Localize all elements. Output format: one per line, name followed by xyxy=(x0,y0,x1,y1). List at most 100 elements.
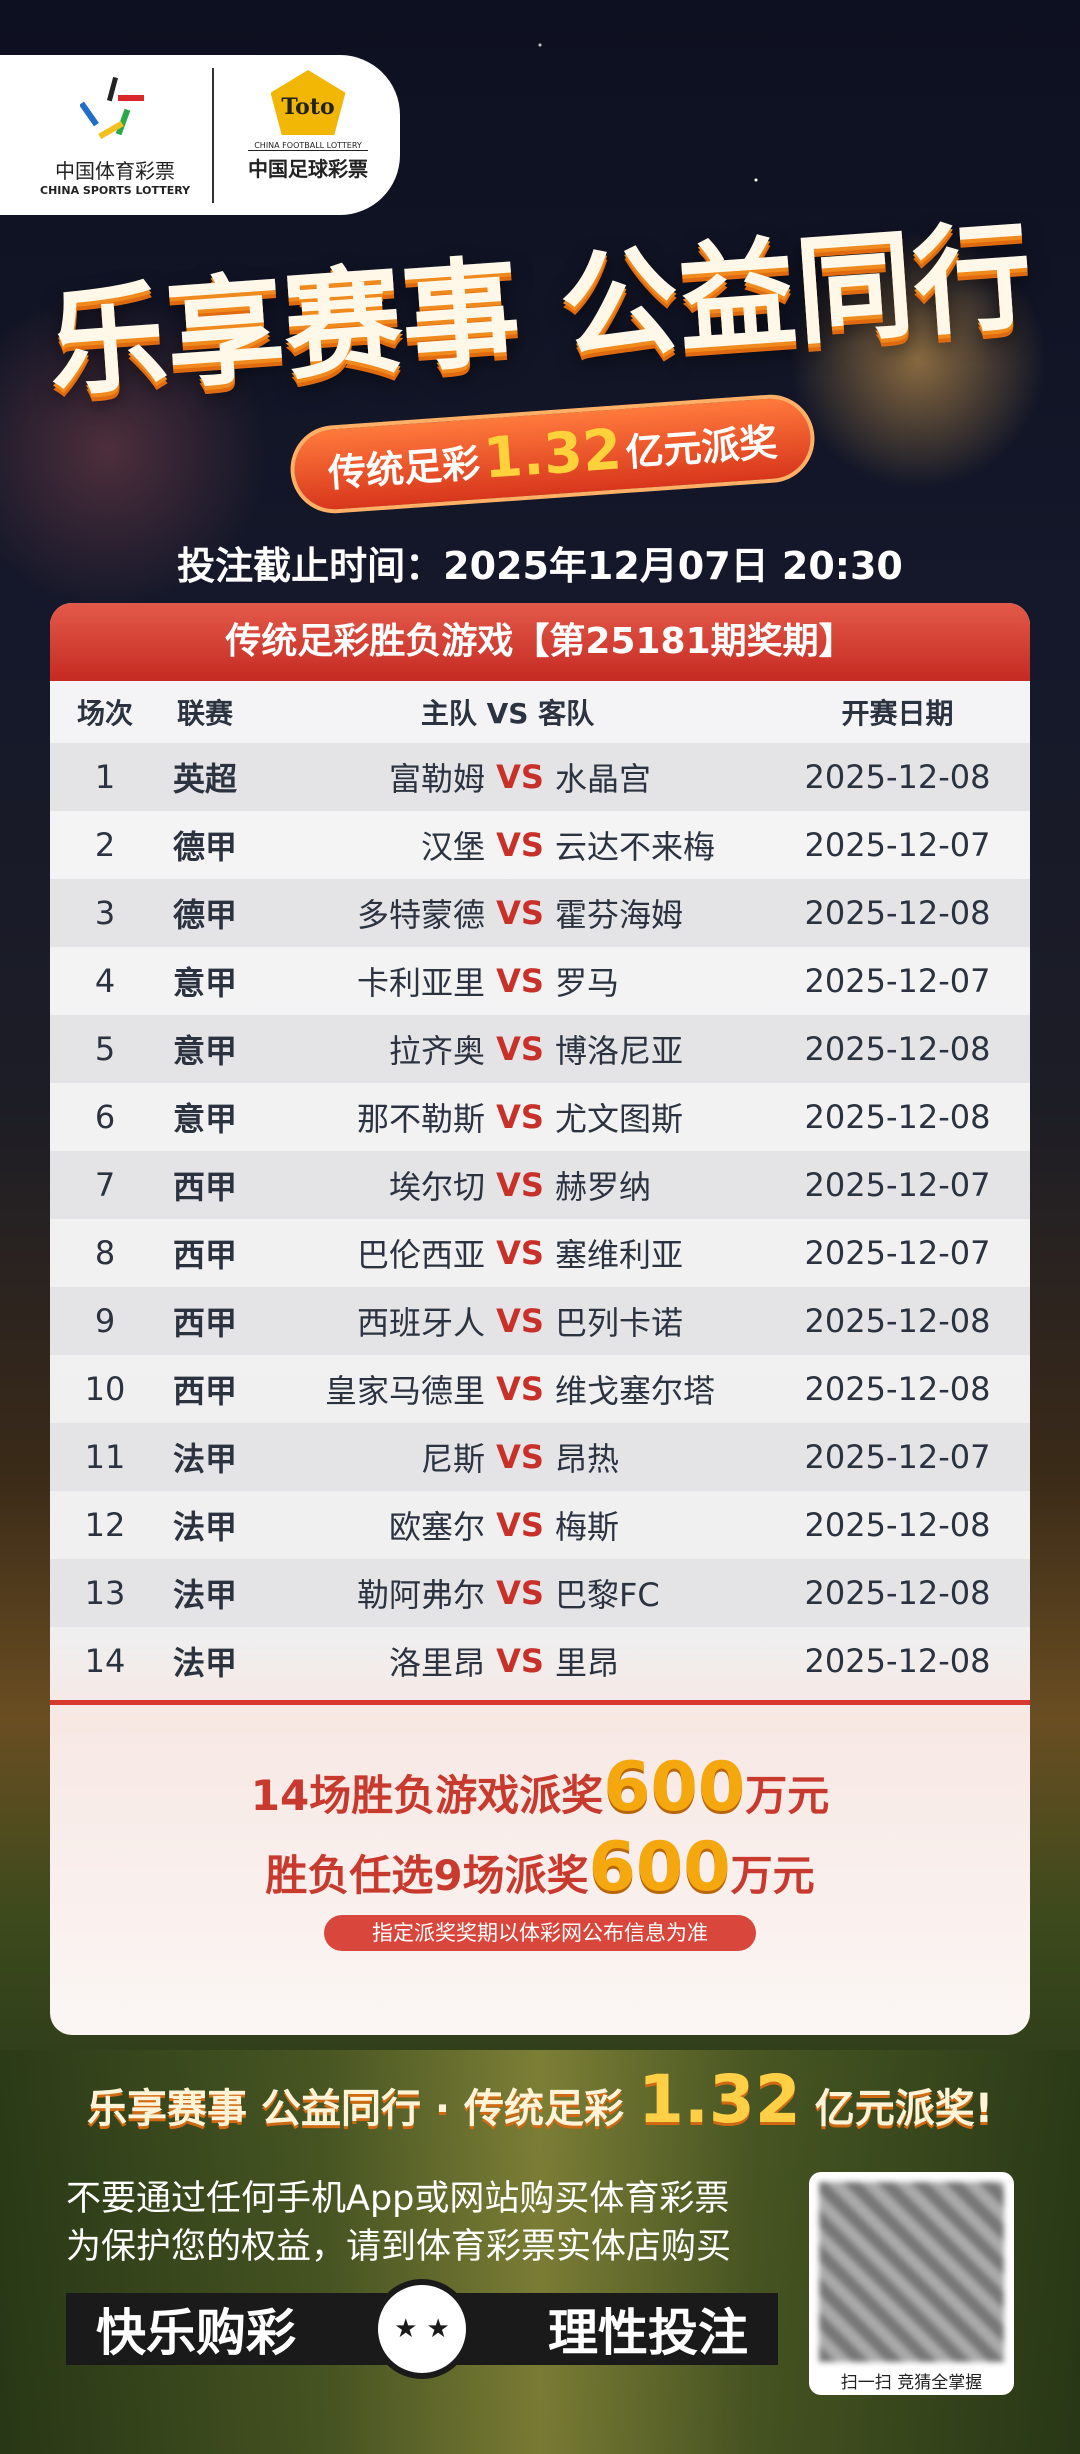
china-football-lottery-logo: Toto CHINA FOOTBALL LOTTERY 中国足球彩票 xyxy=(228,70,388,182)
cell-away: 梅斯 xyxy=(555,1508,620,1546)
vs-label: VS xyxy=(496,758,544,796)
smiley-icon: ★ ★ xyxy=(372,2279,472,2379)
table-row: 2 德甲 汉堡 VS 云达不来梅 2025-12-07 xyxy=(50,811,1030,879)
table-row: 4 意甲 卡利亚里 VS 罗马 2025-12-07 xyxy=(50,947,1030,1015)
cell-away: 塞维利亚 xyxy=(555,1236,684,1274)
cell-league: 德甲 xyxy=(172,896,237,934)
cell-no: 7 xyxy=(94,1166,116,1204)
cell-league: 意甲 xyxy=(172,1032,237,1070)
cell-away: 水晶宫 xyxy=(555,760,652,798)
vs-label: VS xyxy=(496,894,544,932)
cell-no: 2 xyxy=(94,826,116,864)
table-row: 6 意甲 那不勒斯 VS 尤文图斯 2025-12-08 xyxy=(50,1083,1030,1151)
cell-away: 赫罗纳 xyxy=(555,1168,652,1206)
warning-text: 不要通过任何手机App或网站购买体育彩票 为保护您的权益，请到体育彩票实体店购买 xyxy=(66,2179,732,2267)
cell-date: 2025-12-08 xyxy=(804,758,991,796)
cell-no: 4 xyxy=(94,962,116,1000)
cell-away: 罗马 xyxy=(555,964,620,1002)
cell-home: 多特蒙德 xyxy=(356,896,485,934)
cell-date: 2025-12-08 xyxy=(804,1098,991,1136)
fixtures-card: 传统足彩胜负游戏【第25181期奖期】 场次 联赛 主队 VS 客队 开赛日期 … xyxy=(50,603,1030,2035)
table-row: 7 西甲 埃尔切 VS 赫罗纳 2025-12-07 xyxy=(50,1151,1030,1219)
cell-date: 2025-12-08 xyxy=(804,894,991,932)
vs-label: VS xyxy=(496,1574,544,1612)
cell-date: 2025-12-08 xyxy=(804,1030,991,1068)
cell-away: 巴列卡诺 xyxy=(555,1304,684,1342)
cell-league: 法甲 xyxy=(172,1576,237,1614)
cell-away: 尤文图斯 xyxy=(555,1100,684,1138)
cell-away: 维戈塞尔塔 xyxy=(555,1372,716,1410)
cell-away: 云达不来梅 xyxy=(555,828,716,866)
logo-panel xyxy=(0,55,400,215)
cell-no: 11 xyxy=(84,1438,126,1476)
cell-no: 13 xyxy=(84,1574,126,1612)
cell-away: 昂热 xyxy=(555,1440,620,1478)
table-row: 1 英超 富勒姆 VS 水晶宫 2025-12-08 xyxy=(50,743,1030,811)
cell-date: 2025-12-07 xyxy=(804,1438,991,1476)
responsible-gaming-bar: 快乐购彩 ★ ★ 理性投注 xyxy=(66,2279,778,2379)
cell-date: 2025-12-07 xyxy=(804,1234,991,1272)
fixtures-list: 1 英超 富勒姆 VS 水晶宫 2025-12-08 2 德甲 汉堡 VS 云达不来梅 2025-12… xyxy=(50,743,1030,1695)
china-sports-lottery-logo: 中国体育彩票 CHINA SPORTS LOTTERY xyxy=(40,75,190,197)
cell-league: 西甲 xyxy=(172,1372,237,1410)
cell-away: 巴黎FC xyxy=(555,1576,660,1614)
logo-divider xyxy=(212,68,214,203)
cell-home: 卡利亚里 xyxy=(356,964,485,1002)
vs-label: VS xyxy=(496,1370,544,1408)
vs-label: VS xyxy=(496,1234,544,1272)
cell-no: 1 xyxy=(94,758,116,796)
vs-label: VS xyxy=(496,1506,544,1544)
cell-home: 西班牙人 xyxy=(356,1304,485,1342)
table-row: 8 西甲 巴伦西亚 VS 塞维利亚 2025-12-07 xyxy=(50,1219,1030,1287)
sports-lottery-star-icon xyxy=(79,76,144,140)
vs-label: VS xyxy=(496,1098,544,1136)
vs-label: VS xyxy=(496,1030,544,1068)
card-title: 传统足彩胜负游戏【第25181期奖期】 xyxy=(50,603,1030,681)
qr-code-image[interactable] xyxy=(819,2182,1004,2362)
table-row: 12 法甲 欧塞尔 VS 梅斯 2025-12-08 xyxy=(50,1491,1030,1559)
notice-badge: 指定派奖奖期以体彩网公布信息为准 xyxy=(324,1915,756,1951)
toto-logo-icon: Toto xyxy=(270,70,346,135)
vs-label: VS xyxy=(496,1302,544,1340)
vs-label: VS xyxy=(496,826,544,864)
cell-league: 西甲 xyxy=(172,1168,237,1206)
table-header: 场次 联赛 主队 VS 客队 开赛日期 xyxy=(76,697,954,730)
cell-home: 欧塞尔 xyxy=(388,1508,485,1546)
cell-home: 皇家马德里 xyxy=(324,1372,485,1410)
divider xyxy=(50,1700,1030,1705)
cell-no: 5 xyxy=(94,1030,116,1068)
table-row: 3 德甲 多特蒙德 VS 霍芬海姆 2025-12-08 xyxy=(50,879,1030,947)
prize-line-2: 胜负任选9场派奖600万元 xyxy=(265,1828,815,1907)
table-row: 13 法甲 勒阿弗尔 VS 巴黎FC 2025-12-08 xyxy=(50,1559,1030,1627)
table-row: 9 西甲 西班牙人 VS 巴列卡诺 2025-12-08 xyxy=(50,1287,1030,1355)
cell-away: 里昂 xyxy=(555,1644,620,1682)
cell-date: 2025-12-08 xyxy=(804,1642,991,1680)
cell-league: 意甲 xyxy=(172,964,237,1002)
cell-league: 西甲 xyxy=(172,1304,237,1342)
cell-home: 富勒姆 xyxy=(388,760,485,798)
qr-code-card[interactable]: 扫一扫 竞猜全掌握 xyxy=(809,2172,1014,2395)
cell-home: 汉堡 xyxy=(420,828,485,866)
cell-home: 尼斯 xyxy=(420,1440,485,1478)
cell-date: 2025-12-08 xyxy=(804,1370,991,1408)
table-row: 10 西甲 皇家马德里 VS 维戈塞尔塔 2025-12-08 xyxy=(50,1355,1030,1423)
vs-label: VS xyxy=(496,1438,544,1476)
cell-away: 霍芬海姆 xyxy=(555,896,684,934)
cell-league: 德甲 xyxy=(172,828,237,866)
cell-no: 14 xyxy=(84,1642,126,1680)
cell-date: 2025-12-07 xyxy=(804,1166,991,1204)
table-row: 11 法甲 尼斯 VS 昂热 2025-12-07 xyxy=(50,1423,1030,1491)
vs-label: VS xyxy=(496,962,544,1000)
cell-home: 巴伦西亚 xyxy=(356,1236,485,1274)
cell-date: 2025-12-07 xyxy=(804,962,991,1000)
cell-home: 洛里昂 xyxy=(388,1644,485,1682)
cell-league: 法甲 xyxy=(172,1508,237,1546)
table-row: 14 法甲 洛里昂 VS 里昂 2025-12-08 xyxy=(50,1627,1030,1695)
vs-label: VS xyxy=(496,1166,544,1204)
cell-no: 6 xyxy=(94,1098,116,1136)
cell-date: 2025-12-08 xyxy=(804,1506,991,1544)
slogan: 乐享赛事 公益同行 · 传统足彩 1.32 亿元派奖! xyxy=(87,2061,993,2138)
cell-home: 那不勒斯 xyxy=(356,1100,485,1138)
cell-no: 10 xyxy=(84,1370,126,1408)
cell-away: 博洛尼亚 xyxy=(555,1032,684,1070)
